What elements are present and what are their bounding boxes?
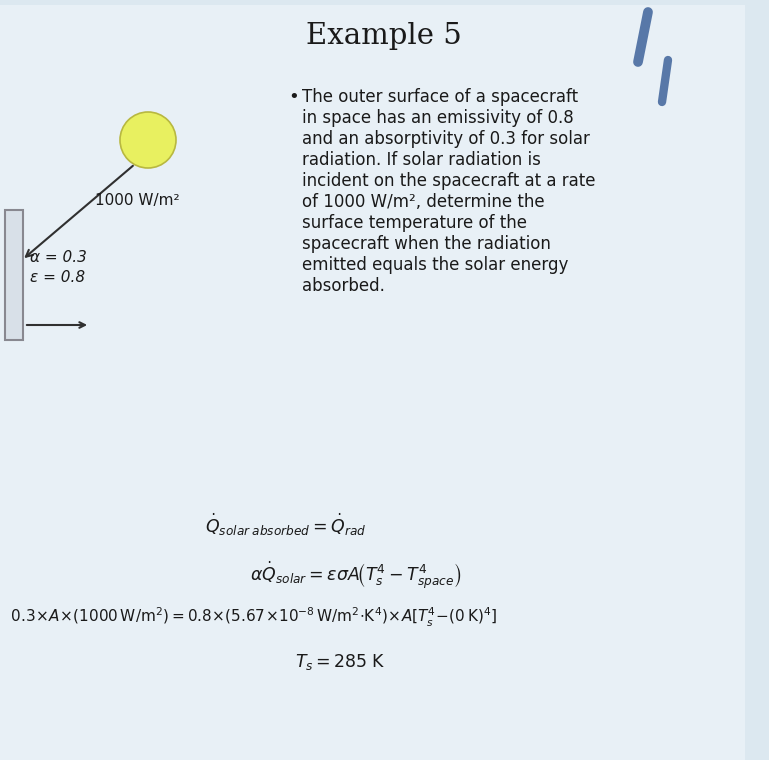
Text: $\,0.3\!\times\!A\!\times\!(1000\,\mathrm{W/m}^2) = 0.8\!\times\!(5.67\!\times\!: $\,0.3\!\times\!A\!\times\!(1000\,\mathr… [8, 606, 497, 629]
Text: in space has an emissivity of 0.8: in space has an emissivity of 0.8 [302, 109, 574, 127]
Text: α = 0.3: α = 0.3 [30, 250, 87, 265]
Text: spacecraft when the radiation: spacecraft when the radiation [302, 235, 551, 253]
FancyBboxPatch shape [0, 5, 745, 760]
Text: 1000 W/m²: 1000 W/m² [95, 192, 180, 207]
Text: The outer surface of a spacecraft: The outer surface of a spacecraft [302, 88, 578, 106]
Circle shape [120, 112, 176, 168]
Text: absorbed.: absorbed. [302, 277, 384, 295]
Text: ε = 0.8: ε = 0.8 [30, 270, 85, 285]
Text: $\alpha\dot{Q}_{solar} = \varepsilon\sigma A\!\left(T_s^4 - T_{space}^4\right)$: $\alpha\dot{Q}_{solar} = \varepsilon\sig… [250, 560, 461, 591]
Text: of 1000 W/m², determine the: of 1000 W/m², determine the [302, 193, 544, 211]
Text: emitted equals the solar energy: emitted equals the solar energy [302, 256, 568, 274]
Bar [5, 210, 23, 340]
Text: •: • [288, 88, 298, 106]
Text: Example 5: Example 5 [306, 22, 462, 50]
Text: and an absorptivity of 0.3 for solar: and an absorptivity of 0.3 for solar [302, 130, 590, 148]
Text: surface temperature of the: surface temperature of the [302, 214, 527, 232]
Text: $\dot{Q}_{solar\;absorbed} = \dot{Q}_{rad}$: $\dot{Q}_{solar\;absorbed} = \dot{Q}_{ra… [205, 512, 367, 538]
Text: incident on the spacecraft at a rate: incident on the spacecraft at a rate [302, 172, 595, 190]
Text: $T_s = 285\;\mathrm{K}$: $T_s = 285\;\mathrm{K}$ [295, 652, 385, 672]
Text: radiation. If solar radiation is: radiation. If solar radiation is [302, 151, 541, 169]
